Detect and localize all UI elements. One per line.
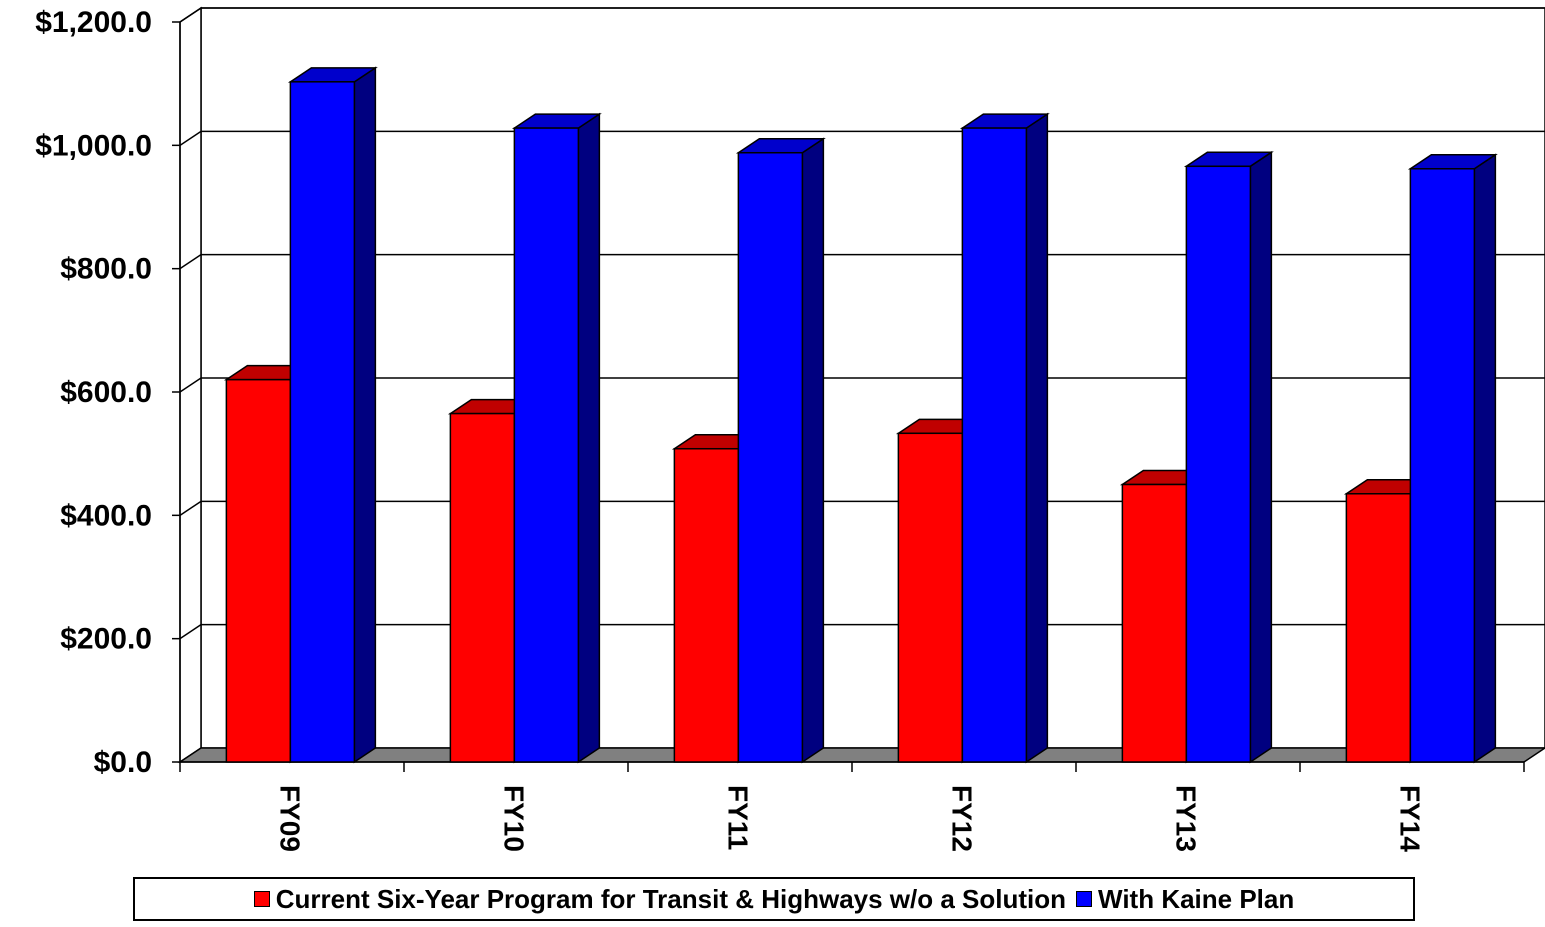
y-tick-label: $1,200.0 bbox=[35, 6, 152, 39]
bar-front bbox=[449, 412, 516, 763]
bar-front bbox=[1409, 168, 1476, 763]
legend-swatch-red bbox=[253, 891, 270, 907]
axes bbox=[172, 21, 1525, 772]
y-tick-label: $800.0 bbox=[60, 253, 152, 286]
gridline-side bbox=[179, 500, 202, 516]
bar-front bbox=[289, 81, 356, 763]
bar-front bbox=[673, 447, 740, 763]
bar bbox=[1183, 150, 1274, 764]
gridline-side bbox=[179, 7, 202, 23]
legend-swatch-blue bbox=[1076, 891, 1093, 907]
legend-item-current-program: Current Six-Year Program for Transit & H… bbox=[253, 883, 1067, 915]
legend: Current Six-Year Program for Transit & H… bbox=[133, 877, 1415, 921]
y-tick-label: $1,000.0 bbox=[35, 129, 152, 162]
bar-side bbox=[1025, 112, 1049, 764]
x-tick-label: FY12 bbox=[947, 785, 978, 852]
y-tick-label: $600.0 bbox=[60, 376, 152, 409]
bar bbox=[735, 137, 826, 764]
bar bbox=[959, 112, 1050, 764]
bar bbox=[287, 66, 378, 764]
legend-item-kaine-plan: With Kaine Plan bbox=[1076, 884, 1294, 915]
x-tick-label: FY11 bbox=[723, 785, 754, 850]
bar-front bbox=[897, 432, 964, 763]
legend-label-current-program: Current Six-Year Program for Transit & H… bbox=[275, 883, 1067, 914]
legend-label-kaine-plan: With Kaine Plan bbox=[1098, 883, 1295, 914]
bar-side bbox=[577, 112, 601, 764]
gridline-side bbox=[179, 130, 202, 146]
x-tick-labels: FY09 FY10 FY11 FY12 FY13 FY14 bbox=[275, 785, 1426, 852]
bar-front bbox=[737, 151, 804, 763]
y-tick-label: $0.0 bbox=[94, 746, 152, 779]
bar-front bbox=[1185, 165, 1252, 763]
bar-front bbox=[1345, 493, 1412, 763]
x-tick-label: FY14 bbox=[1395, 785, 1426, 852]
bar-front bbox=[225, 378, 292, 763]
bar bbox=[511, 112, 602, 764]
x-tick-label: FY09 bbox=[275, 785, 306, 852]
x-tick-label: FY13 bbox=[1171, 785, 1202, 852]
bar-front bbox=[513, 127, 580, 763]
gridline-side bbox=[179, 624, 202, 640]
x-tick-label: FY10 bbox=[499, 785, 530, 852]
bar bbox=[1407, 153, 1498, 764]
bar-front bbox=[1121, 483, 1188, 763]
bar-side bbox=[1249, 150, 1273, 764]
bar-side bbox=[1473, 153, 1497, 764]
gridline-side bbox=[179, 254, 202, 270]
bar-front bbox=[961, 127, 1028, 763]
bar-side bbox=[353, 66, 377, 764]
floor-plane bbox=[177, 747, 1545, 763]
gridlines bbox=[179, 7, 1545, 640]
y-tick-labels: $0.0 $200.0 $400.0 $600.0 $800.0 $1,000.0 $1,2… bbox=[35, 6, 152, 779]
bars bbox=[223, 66, 1498, 764]
bar-chart: $0.0 $200.0 $400.0 $600.0 $800.0 $1,000.0 $1,2… bbox=[35, 6, 1545, 852]
chart-floor bbox=[177, 747, 1545, 763]
chart-walls bbox=[179, 6, 1545, 764]
y-tick-label: $200.0 bbox=[60, 623, 152, 656]
gridline-side bbox=[179, 377, 202, 393]
bar-side bbox=[801, 137, 825, 764]
y-tick-label: $400.0 bbox=[60, 499, 152, 532]
